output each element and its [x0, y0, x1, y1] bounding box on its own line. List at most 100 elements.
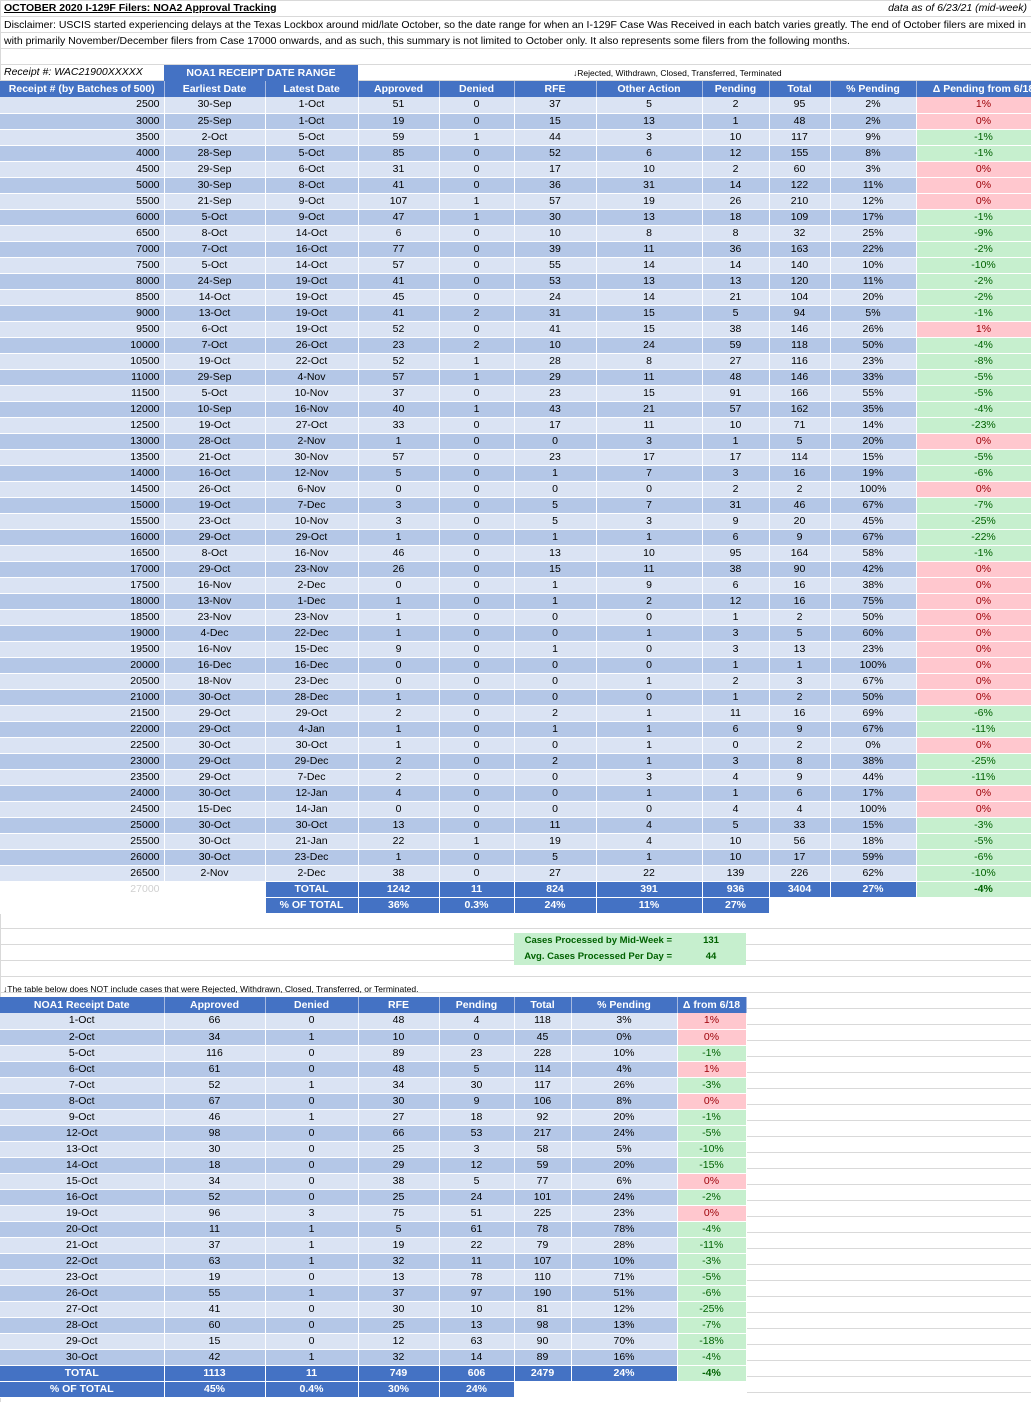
- date-table-note[interactable]: ↓The table below does NOT include cases …: [3, 984, 419, 994]
- table-cell[interactable]: 8500: [0, 289, 165, 306]
- table-cell[interactable]: 0: [439, 625, 515, 642]
- table-cell[interactable]: 67%: [830, 497, 917, 514]
- table-cell[interactable]: 20-Oct: [0, 1221, 165, 1238]
- table-cell[interactable]: 16-Oct: [164, 465, 266, 482]
- table-cell[interactable]: 5: [514, 497, 597, 514]
- total-pending-cell[interactable]: 936: [702, 881, 770, 898]
- avg-per-day-label[interactable]: Avg. Cases Processed Per Day =: [524, 951, 672, 962]
- table-cell[interactable]: 11000: [0, 369, 165, 386]
- table-cell[interactable]: 2-Dec: [265, 577, 359, 594]
- table-cell[interactable]: 22: [439, 1237, 515, 1254]
- total-denied-cell[interactable]: 11: [265, 1365, 359, 1382]
- table-cell[interactable]: 9-Oct: [265, 209, 359, 226]
- table-cell[interactable]: 75%: [830, 593, 917, 610]
- table-cell[interactable]: 0: [439, 449, 515, 466]
- table-cell[interactable]: 0: [439, 561, 515, 578]
- table-cell[interactable]: 20000: [0, 657, 165, 674]
- table-cell[interactable]: 9: [769, 529, 831, 546]
- table-cell[interactable]: 67%: [830, 721, 917, 738]
- table-cell[interactable]: 25: [358, 1189, 440, 1206]
- pct-label-cell[interactable]: % OF TOTAL: [0, 1381, 165, 1398]
- table-cell[interactable]: 0%: [916, 193, 1031, 210]
- table-cell[interactable]: 1: [439, 401, 515, 418]
- table-cell[interactable]: 0: [358, 657, 440, 674]
- table-cell[interactable]: 2: [769, 481, 831, 498]
- table-cell[interactable]: 24%: [571, 1125, 678, 1142]
- table-cell[interactable]: 29-Oct: [164, 769, 266, 786]
- table-cell[interactable]: 15-Dec: [265, 641, 359, 658]
- table-cell[interactable]: 41: [358, 305, 440, 322]
- table-cell[interactable]: 2: [514, 753, 597, 770]
- table-cell[interactable]: 16%: [571, 1349, 678, 1366]
- table-cell[interactable]: 1: [514, 641, 597, 658]
- table-cell[interactable]: 14-Oct: [265, 225, 359, 242]
- total-total-cell[interactable]: 2479: [514, 1365, 572, 1382]
- batch-col-header[interactable]: Total: [769, 81, 831, 97]
- table-cell[interactable]: 34: [358, 1077, 440, 1094]
- table-cell[interactable]: 0: [265, 1093, 359, 1110]
- pct-denied-cell[interactable]: 0.4%: [265, 1381, 359, 1398]
- table-cell[interactable]: 22-Oct: [0, 1253, 165, 1270]
- table-cell[interactable]: 4-Jan: [265, 721, 359, 738]
- table-cell[interactable]: 15-Oct: [0, 1173, 165, 1190]
- table-cell[interactable]: 58%: [830, 545, 917, 562]
- table-cell[interactable]: -5%: [677, 1269, 747, 1286]
- table-cell[interactable]: 116: [769, 353, 831, 370]
- table-cell[interactable]: 17500: [0, 577, 165, 594]
- table-cell[interactable]: 7: [596, 497, 703, 514]
- table-cell[interactable]: 118: [769, 337, 831, 354]
- table-cell[interactable]: -22%: [916, 529, 1031, 546]
- table-cell[interactable]: 96: [164, 1205, 266, 1222]
- table-cell[interactable]: 16-Oct: [265, 241, 359, 258]
- table-cell[interactable]: 2: [439, 305, 515, 322]
- table-cell[interactable]: -6%: [677, 1285, 747, 1302]
- table-cell[interactable]: 29-Oct: [164, 721, 266, 738]
- total-delta-cell[interactable]: -4%: [916, 881, 1031, 898]
- table-cell[interactable]: -5%: [677, 1125, 747, 1142]
- date-col-header[interactable]: % Pending: [571, 997, 678, 1013]
- table-cell[interactable]: 79: [514, 1237, 572, 1254]
- table-cell[interactable]: 10: [596, 161, 703, 178]
- table-cell[interactable]: 7-Oct: [164, 241, 266, 258]
- table-cell[interactable]: 16: [769, 593, 831, 610]
- table-cell[interactable]: 14: [596, 289, 703, 306]
- table-cell[interactable]: 29-Sep: [164, 369, 266, 386]
- table-cell[interactable]: 9: [439, 1093, 515, 1110]
- table-cell[interactable]: 24500: [0, 801, 165, 818]
- table-cell[interactable]: 22%: [830, 241, 917, 258]
- table-cell[interactable]: 0: [596, 641, 703, 658]
- table-cell[interactable]: 1: [358, 849, 440, 866]
- table-cell[interactable]: 18000: [0, 593, 165, 610]
- table-cell[interactable]: 2: [358, 753, 440, 770]
- table-cell[interactable]: 0: [439, 465, 515, 482]
- table-cell[interactable]: 15500: [0, 513, 165, 530]
- table-cell[interactable]: 4-Nov: [265, 369, 359, 386]
- table-cell[interactable]: 67%: [830, 529, 917, 546]
- table-cell[interactable]: 13-Oct: [164, 305, 266, 322]
- table-cell[interactable]: 13000: [0, 433, 165, 450]
- table-cell[interactable]: 13: [596, 273, 703, 290]
- noa1-range-group-header[interactable]: NOA1 RECEIPT DATE RANGE: [164, 65, 358, 81]
- table-cell[interactable]: 0: [265, 1173, 359, 1190]
- table-cell[interactable]: 0%: [916, 689, 1031, 706]
- table-cell[interactable]: 0: [439, 417, 515, 434]
- table-cell[interactable]: 23: [439, 1045, 515, 1062]
- total-pct_pending-cell[interactable]: 27%: [830, 881, 917, 898]
- table-cell[interactable]: 36: [514, 177, 597, 194]
- table-cell[interactable]: 39: [514, 241, 597, 258]
- table-cell[interactable]: 90: [514, 1333, 572, 1350]
- table-cell[interactable]: 45%: [830, 513, 917, 530]
- table-cell[interactable]: 29-Oct: [164, 705, 266, 722]
- table-cell[interactable]: 14: [702, 257, 770, 274]
- table-cell[interactable]: 67%: [830, 673, 917, 690]
- table-cell[interactable]: 30-Oct: [164, 833, 266, 850]
- table-cell[interactable]: -11%: [677, 1237, 747, 1254]
- table-cell[interactable]: 9: [358, 641, 440, 658]
- table-cell[interactable]: 12: [439, 1157, 515, 1174]
- table-cell[interactable]: 9: [769, 769, 831, 786]
- table-cell[interactable]: 44: [514, 129, 597, 146]
- table-cell[interactable]: 9: [769, 721, 831, 738]
- table-cell[interactable]: 5-Oct: [164, 209, 266, 226]
- table-cell[interactable]: 28-Oct: [0, 1317, 165, 1334]
- table-cell[interactable]: 1: [702, 609, 770, 626]
